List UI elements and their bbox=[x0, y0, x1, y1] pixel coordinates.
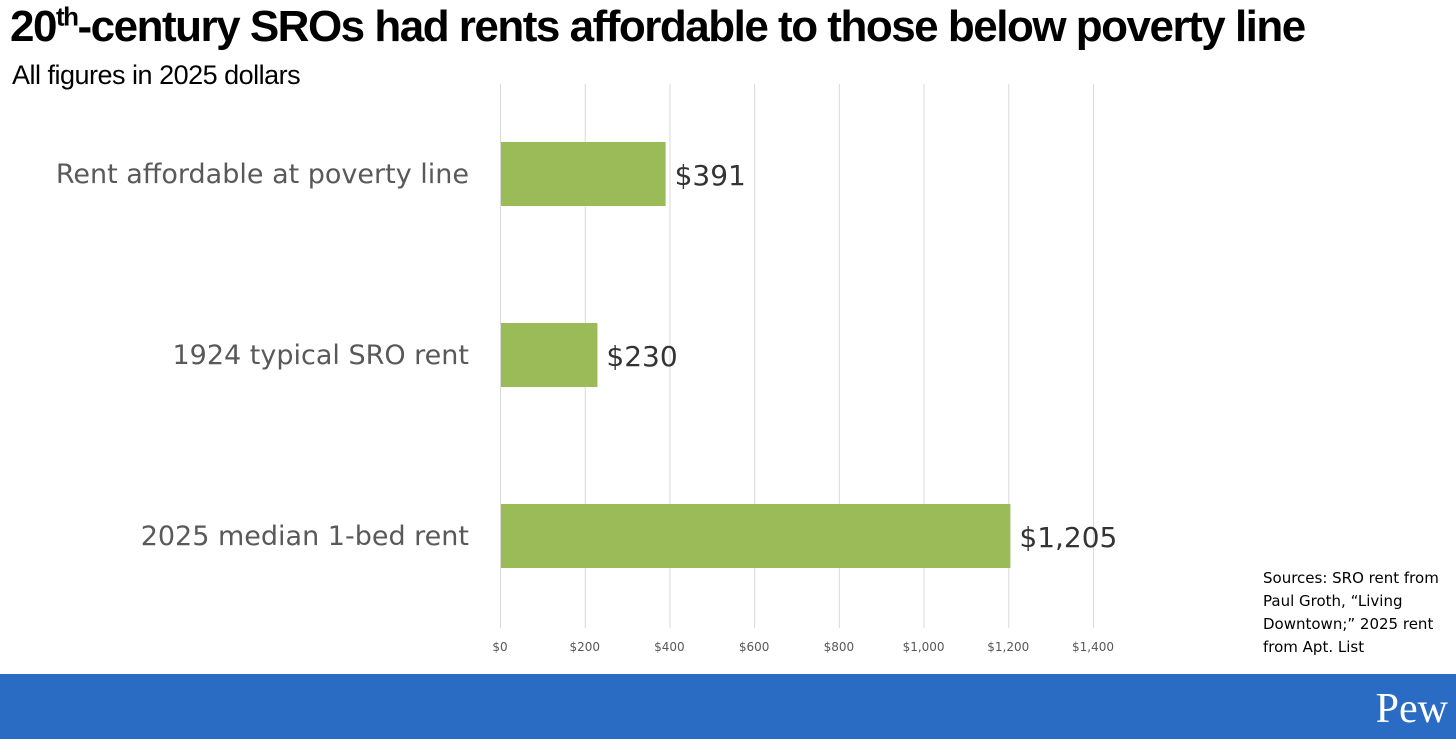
category-label: Rent affordable at poverty line bbox=[56, 159, 469, 190]
bar bbox=[501, 142, 666, 206]
data-label: $230 bbox=[606, 340, 677, 373]
x-tick-label: $1,200 bbox=[987, 640, 1029, 654]
source-line: Downtown;” 2025 rent bbox=[1263, 615, 1434, 633]
source-line: Sources: SRO rent from bbox=[1263, 569, 1439, 587]
x-tick-label: $400 bbox=[654, 640, 685, 654]
chart-subtitle: All figures in 2025 dollars bbox=[12, 60, 301, 90]
category-label: 1924 typical SRO rent bbox=[172, 340, 469, 371]
data-label: $1,205 bbox=[1019, 521, 1117, 554]
x-tick-label: $600 bbox=[739, 640, 770, 654]
sources-note: Sources: SRO rent from Paul Groth, “Livi… bbox=[1263, 567, 1453, 659]
category-label: 2025 median 1-bed rent bbox=[141, 521, 469, 552]
bar-chart: $0 $200 $400 $600 $800 $1,000 $1,200 $1,400 Rent… bbox=[56, 84, 1117, 654]
chart-title: 20th-century SROs had rents affordable t… bbox=[10, 1, 1306, 51]
source-line: Paul Groth, “Living bbox=[1263, 592, 1403, 610]
x-tick-label: $1,400 bbox=[1072, 640, 1114, 654]
data-label: $391 bbox=[675, 159, 746, 192]
bar bbox=[501, 504, 1011, 568]
pew-logo: Pew bbox=[1375, 686, 1448, 732]
x-tick-label: $800 bbox=[824, 640, 855, 654]
x-tick-label: $1,000 bbox=[903, 640, 945, 654]
source-line: from Apt. List bbox=[1263, 638, 1365, 656]
x-tick-label: $200 bbox=[569, 640, 600, 654]
bar bbox=[501, 323, 598, 387]
x-tick-label: $0 bbox=[492, 640, 507, 654]
footer-bar bbox=[0, 674, 1456, 739]
